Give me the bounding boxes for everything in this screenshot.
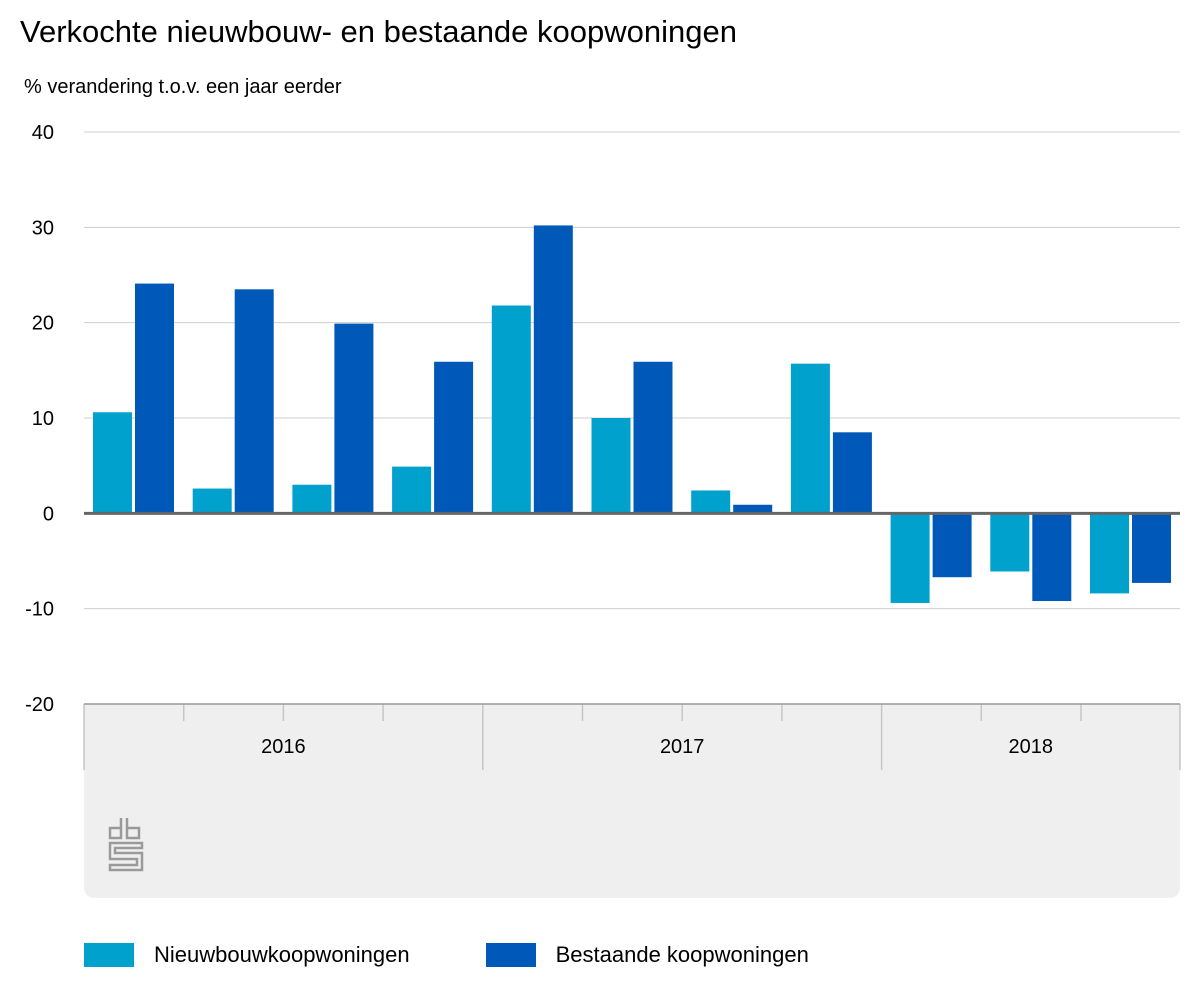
year-label: 2016 [261, 736, 306, 758]
bar-bestaande[interactable] [832, 432, 872, 514]
legend-swatch-bestaande [485, 943, 536, 967]
y-tick-label: -10 [25, 599, 54, 621]
legend-item-bestaande[interactable]: Bestaande koopwoningen [485, 942, 809, 968]
bar-bestaande[interactable] [1032, 513, 1072, 602]
bar-nieuwbouw[interactable] [591, 418, 631, 514]
bar-nieuwbouw[interactable] [93, 412, 132, 514]
bar-nieuwbouw[interactable] [192, 488, 232, 514]
bar-bestaande[interactable] [334, 323, 374, 514]
legend: Nieuwbouwkoopwoningen Bestaande koopwoni… [84, 942, 885, 968]
bar-bestaande[interactable] [1132, 513, 1171, 583]
year-label: 2017 [660, 736, 705, 758]
bar-bestaande[interactable] [234, 289, 274, 514]
bar-nieuwbouw[interactable] [691, 490, 731, 514]
chart-title: Verkochte nieuwbouw- en bestaande koopwo… [20, 14, 737, 49]
bar-bestaande[interactable] [932, 513, 972, 578]
bar-nieuwbouw[interactable] [990, 513, 1030, 572]
bar-bestaande[interactable] [135, 283, 174, 514]
legend-swatch-nieuwbouw [84, 943, 134, 967]
year-label: 2018 [1009, 736, 1054, 758]
y-tick-label: -20 [25, 694, 54, 716]
bar-bestaande[interactable] [434, 361, 474, 514]
bar-chart: 40 30 20 10 0 -10 -20 2016 2017 2018 [25, 122, 1181, 898]
cbs-logo-icon [108, 818, 144, 872]
bar-bestaande[interactable] [733, 504, 773, 514]
legend-label-nieuwbouw: Nieuwbouwkoopwoningen [154, 942, 410, 967]
x-axis-panel [84, 704, 1180, 898]
y-tick-label: 0 [43, 503, 54, 525]
bar-nieuwbouw[interactable] [491, 305, 531, 514]
y-tick-label: 30 [32, 217, 54, 239]
bar-nieuwbouw[interactable] [890, 513, 930, 603]
legend-item-nieuwbouw[interactable]: Nieuwbouwkoopwoningen [84, 942, 410, 968]
bar-nieuwbouw[interactable] [392, 466, 432, 514]
bar-bestaande[interactable] [533, 225, 573, 514]
bar-nieuwbouw[interactable] [292, 484, 332, 514]
legend-label-bestaande: Bestaande koopwoningen [555, 942, 809, 967]
bar-bestaande[interactable] [633, 361, 673, 514]
y-tick-label: 10 [32, 408, 54, 430]
bar-nieuwbouw[interactable] [790, 363, 830, 514]
y-tick-label: 40 [32, 122, 54, 144]
chart-subtitle: % verandering t.o.v. een jaar eerder [24, 76, 342, 98]
bar-nieuwbouw[interactable] [1090, 513, 1129, 594]
y-tick-label: 20 [32, 313, 54, 335]
